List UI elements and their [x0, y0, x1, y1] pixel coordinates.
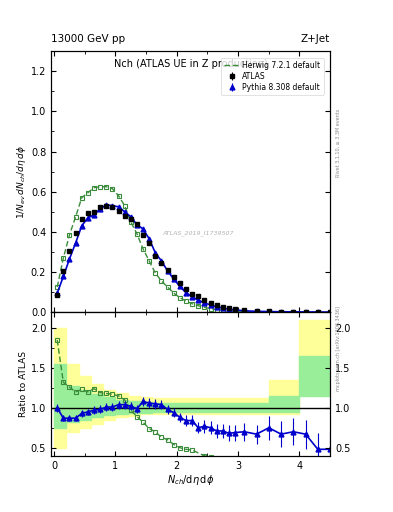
Herwig 7.2.1 default — [141, 246, 145, 252]
Herwig 7.2.1 default — [254, 309, 259, 315]
Herwig 7.2.1 default — [129, 219, 133, 225]
Herwig 7.2.1 default — [196, 303, 201, 309]
Herwig 7.2.1 default — [122, 203, 127, 209]
Line: Herwig 7.2.1 default: Herwig 7.2.1 default — [57, 187, 318, 312]
Herwig 7.2.1 default — [233, 308, 237, 314]
Herwig 7.2.1 default — [184, 298, 188, 304]
Y-axis label: Ratio to ATLAS: Ratio to ATLAS — [19, 351, 28, 417]
Legend: Herwig 7.2.1 default, ATLAS, Pythia 8.308 default: Herwig 7.2.1 default, ATLAS, Pythia 8.30… — [221, 58, 323, 95]
Herwig 7.2.1 default — [171, 290, 176, 296]
Herwig 7.2.1 default — [79, 195, 84, 201]
Herwig 7.2.1 default — [291, 309, 296, 315]
Herwig 7.2.1 default — [190, 301, 195, 307]
Herwig 7.2.1 default — [279, 309, 283, 315]
Herwig 7.2.1 default — [147, 258, 152, 264]
Herwig 7.2.1 default — [178, 294, 182, 301]
Text: Z+Jet: Z+Jet — [301, 33, 330, 44]
Herwig 7.2.1 default — [159, 278, 164, 284]
Herwig 7.2.1 default — [104, 184, 108, 190]
Herwig 7.2.1 default — [165, 284, 170, 290]
Herwig 7.2.1 default — [92, 185, 96, 191]
Herwig 7.2.1 default — [208, 306, 213, 312]
Herwig 7.2.1 default — [98, 184, 103, 190]
Text: Rivet 3.1.10, ≥ 3.3M events: Rivet 3.1.10, ≥ 3.3M events — [336, 109, 341, 178]
Herwig 7.2.1 default — [214, 307, 219, 313]
Herwig 7.2.1 default — [266, 309, 271, 315]
Herwig 7.2.1 default — [316, 309, 320, 315]
Herwig 7.2.1 default — [242, 309, 247, 315]
Herwig 7.2.1 default — [153, 270, 158, 276]
Herwig 7.2.1 default — [86, 189, 90, 196]
Herwig 7.2.1 default — [116, 193, 121, 199]
Text: 13000 GeV pp: 13000 GeV pp — [51, 33, 125, 44]
Herwig 7.2.1 default — [67, 232, 72, 238]
Y-axis label: $1/N_{ev}\,dN_{ch}/d\eta\,d\phi$: $1/N_{ev}\,dN_{ch}/d\eta\,d\phi$ — [15, 144, 28, 219]
Herwig 7.2.1 default — [227, 308, 231, 314]
X-axis label: $N_{ch}/\mathrm{d}\eta\,\mathrm{d}\phi$: $N_{ch}/\mathrm{d}\eta\,\mathrm{d}\phi$ — [167, 473, 214, 487]
Herwig 7.2.1 default — [220, 307, 225, 313]
Herwig 7.2.1 default — [73, 214, 78, 220]
Herwig 7.2.1 default — [303, 309, 308, 315]
Text: Nch (ATLAS UE in Z production): Nch (ATLAS UE in Z production) — [114, 59, 268, 69]
Herwig 7.2.1 default — [55, 284, 60, 290]
Text: mcplots.cern.ch [arXiv:1306.3436]: mcplots.cern.ch [arXiv:1306.3436] — [336, 306, 341, 391]
Text: ATLAS_2019_I1739507: ATLAS_2019_I1739507 — [163, 230, 234, 236]
Herwig 7.2.1 default — [202, 304, 207, 310]
Herwig 7.2.1 default — [134, 231, 139, 237]
Herwig 7.2.1 default — [110, 186, 115, 192]
Herwig 7.2.1 default — [61, 255, 66, 261]
